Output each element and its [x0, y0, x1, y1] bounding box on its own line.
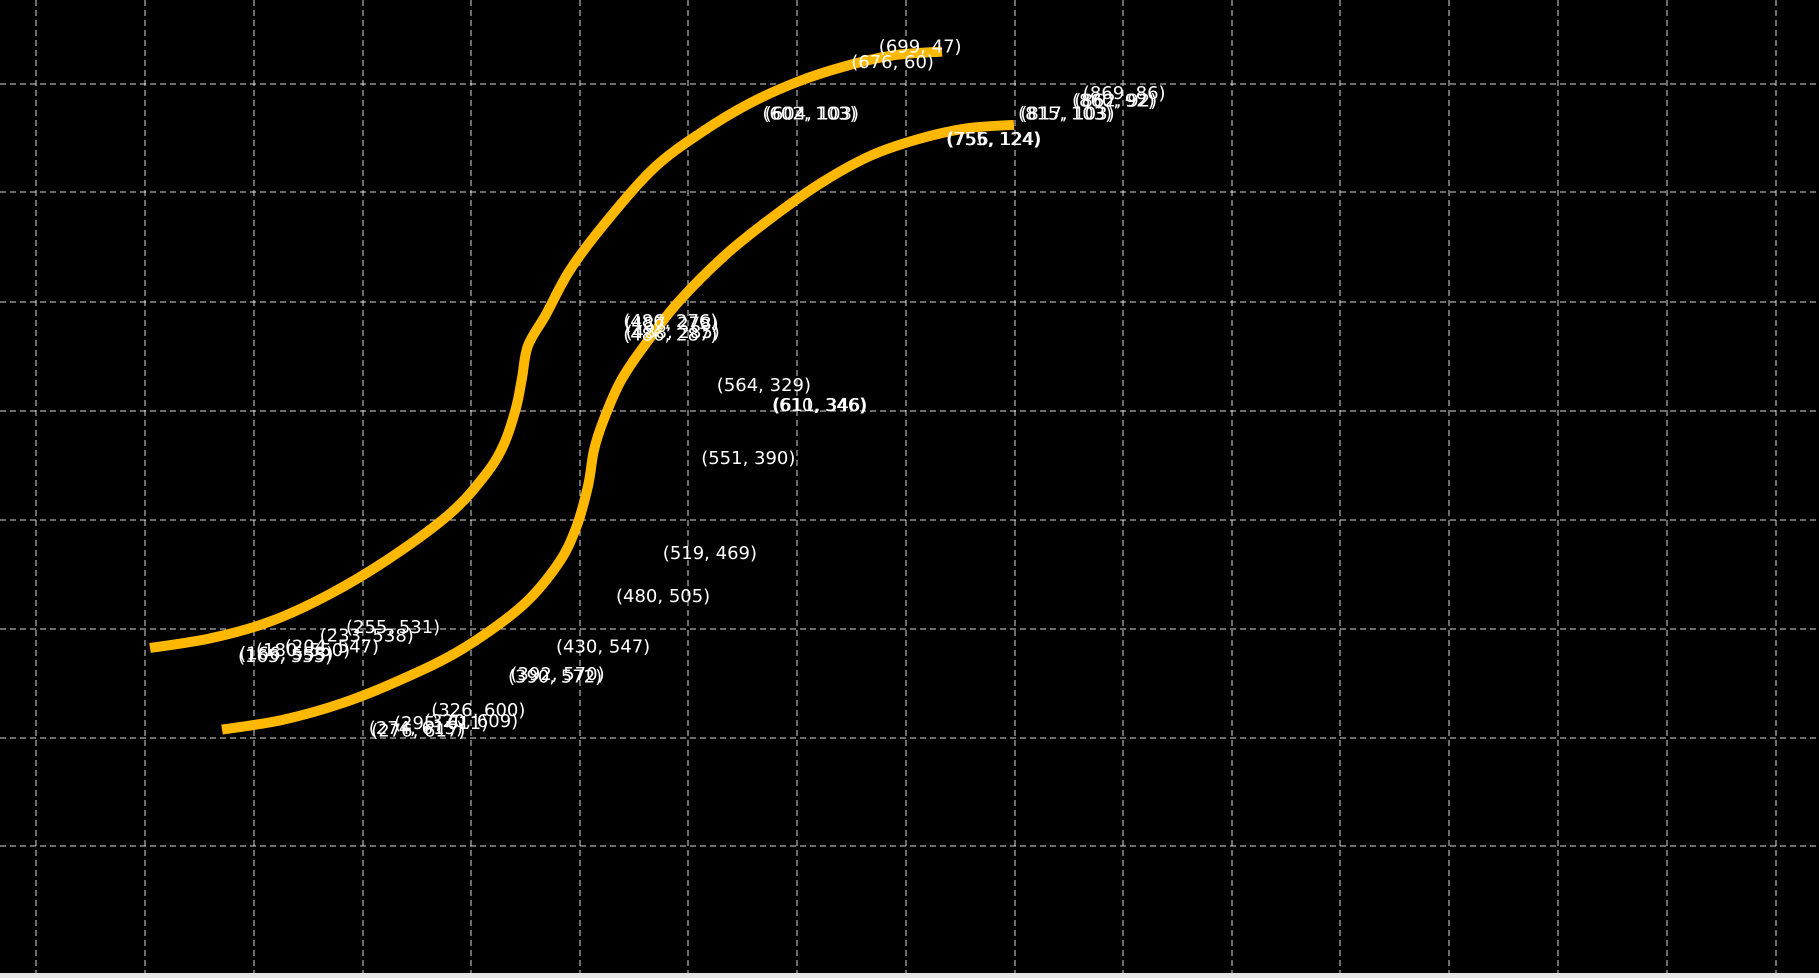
bottom-scroll-strip	[0, 973, 1819, 978]
coordinate-label: (519, 469)	[663, 543, 757, 564]
coordinate-label: (602, 103)	[762, 104, 856, 125]
coordinate-label: (480, 505)	[616, 586, 710, 607]
coordinate-label: (755, 124)	[946, 129, 1040, 150]
coordinate-label: (390, 572)	[508, 666, 602, 687]
coordinate-label: (276, 617)	[371, 720, 465, 741]
coordinate-label: (676, 60)	[851, 52, 934, 73]
coordinate-label: (430, 547)	[556, 636, 650, 657]
coordinate-label: (564, 329)	[717, 375, 811, 396]
coordinate-label: (611, 346)	[773, 395, 867, 416]
coordinate-label: (165, 555)	[238, 646, 332, 667]
curves-layer	[150, 52, 1014, 730]
coordinate-label: (486, 287)	[623, 324, 717, 345]
coordinate-label: (551, 390)	[701, 448, 795, 469]
labels-layer: (699, 47)(676, 60)(604, 103)(602, 103)(8…	[238, 36, 1166, 741]
coordinate-label: (815, 103)	[1018, 104, 1112, 125]
curve-upper[interactable]	[150, 52, 942, 648]
